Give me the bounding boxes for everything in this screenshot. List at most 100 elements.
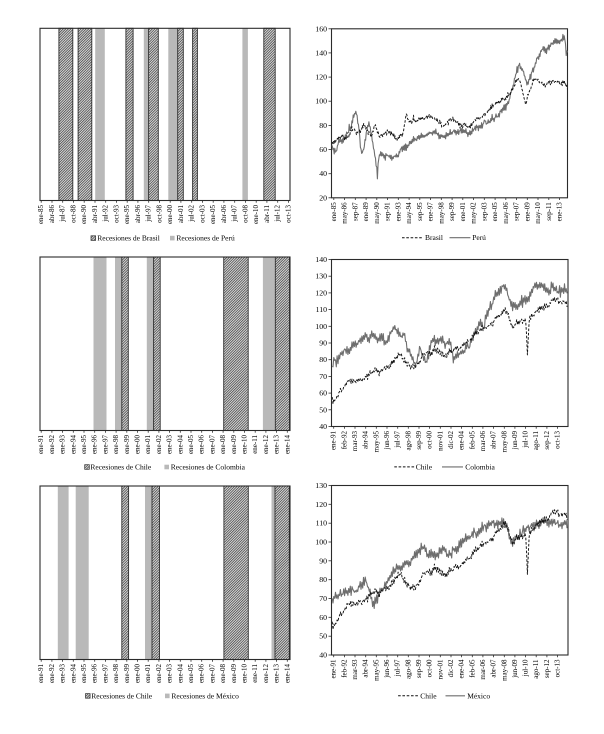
svg-text:ene-96: ene-96 bbox=[91, 435, 99, 455]
svg-text:120: 120 bbox=[315, 500, 327, 509]
svg-text:ene-85: ene-85 bbox=[330, 202, 338, 222]
svg-text:abr-94: abr-94 bbox=[362, 659, 370, 678]
svg-text:140: 140 bbox=[315, 255, 327, 264]
svg-text:jul-97: jul-97 bbox=[394, 431, 402, 449]
svg-text:may-95: may-95 bbox=[372, 431, 380, 453]
svg-text:jun-09: jun-09 bbox=[511, 431, 519, 451]
svg-text:Recesiones de Perú: Recesiones de Perú bbox=[176, 234, 235, 243]
svg-text:oct-13: oct-13 bbox=[554, 659, 562, 677]
svg-text:ene-94: ene-94 bbox=[69, 435, 77, 455]
svg-text:Recesiones de Chile: Recesiones de Chile bbox=[91, 691, 152, 700]
svg-text:ene-09: ene-09 bbox=[523, 202, 531, 222]
svg-text:feb-92: feb-92 bbox=[340, 659, 348, 678]
svg-text:abr-07: abr-07 bbox=[490, 431, 498, 450]
svg-text:dic-02: dic-02 bbox=[447, 431, 455, 449]
svg-text:120: 120 bbox=[315, 73, 327, 82]
svg-text:80: 80 bbox=[319, 575, 327, 584]
svg-text:may-08: may-08 bbox=[500, 659, 508, 681]
svg-text:ene-11: ene-11 bbox=[251, 435, 259, 454]
svg-text:ene-96: ene-96 bbox=[91, 664, 99, 684]
svg-text:jul-10: jul-10 bbox=[522, 431, 530, 449]
svg-text:ene-92: ene-92 bbox=[48, 435, 56, 455]
svg-text:oct-03: oct-03 bbox=[198, 205, 206, 223]
svg-text:may-10: may-10 bbox=[534, 202, 542, 224]
svg-text:ene-95: ene-95 bbox=[80, 435, 88, 455]
svg-text:ene-13: ene-13 bbox=[273, 435, 281, 455]
svg-text:sep-99: sep-99 bbox=[415, 659, 423, 678]
svg-text:nov-01: nov-01 bbox=[436, 659, 444, 679]
svg-text:80: 80 bbox=[319, 121, 327, 130]
svg-text:oct-00: oct-00 bbox=[426, 431, 434, 449]
svg-text:may-06: may-06 bbox=[502, 202, 510, 224]
svg-text:sep-11: sep-11 bbox=[545, 202, 553, 221]
svg-text:feb-05: feb-05 bbox=[468, 659, 476, 678]
svg-text:50: 50 bbox=[319, 632, 327, 641]
svg-text:ene-99: ene-99 bbox=[123, 664, 131, 684]
svg-text:90: 90 bbox=[319, 339, 327, 348]
svg-text:ene-04: ene-04 bbox=[458, 431, 466, 451]
svg-text:jul-87: jul-87 bbox=[59, 205, 67, 223]
svg-text:ene-02: ene-02 bbox=[155, 664, 163, 684]
svg-text:ene-05: ene-05 bbox=[491, 202, 499, 222]
svg-text:ene-02: ene-02 bbox=[155, 435, 163, 455]
svg-text:ene-91: ene-91 bbox=[330, 659, 338, 679]
svg-text:sep-99: sep-99 bbox=[415, 431, 423, 450]
svg-text:90: 90 bbox=[319, 556, 327, 565]
svg-text:ene-04: ene-04 bbox=[176, 435, 184, 455]
svg-text:ene-92: ene-92 bbox=[48, 664, 56, 684]
svg-text:ene-08: ene-08 bbox=[219, 435, 227, 455]
svg-text:may-02: may-02 bbox=[470, 202, 478, 224]
svg-text:ene-07: ene-07 bbox=[208, 664, 216, 684]
svg-text:100: 100 bbox=[315, 97, 327, 106]
svg-text:ene-11: ene-11 bbox=[251, 664, 259, 683]
svg-text:ene-98: ene-98 bbox=[112, 664, 120, 684]
svg-text:mar-93: mar-93 bbox=[351, 431, 359, 452]
svg-text:ene-09: ene-09 bbox=[230, 435, 238, 455]
svg-text:110: 110 bbox=[316, 519, 328, 528]
svg-text:Chile: Chile bbox=[420, 691, 437, 700]
svg-text:ene-03: ene-03 bbox=[166, 664, 174, 684]
svg-text:ene-89: ene-89 bbox=[362, 202, 370, 222]
svg-text:jul-10: jul-10 bbox=[522, 659, 530, 677]
svg-text:100: 100 bbox=[315, 538, 327, 547]
svg-text:may-08: may-08 bbox=[500, 431, 508, 453]
svg-text:ene-01: ene-01 bbox=[459, 202, 467, 222]
svg-text:may-95: may-95 bbox=[372, 659, 380, 681]
svg-text:jul-12: jul-12 bbox=[274, 205, 282, 223]
svg-text:Recesiones de México: Recesiones de México bbox=[171, 691, 239, 700]
svg-text:ene-07: ene-07 bbox=[208, 435, 216, 455]
svg-text:ene-01: ene-01 bbox=[144, 664, 152, 684]
svg-text:ene-05: ene-05 bbox=[187, 664, 195, 684]
svg-text:jun-96: jun-96 bbox=[383, 431, 391, 451]
svg-text:abr-01: abr-01 bbox=[177, 205, 185, 224]
svg-text:60: 60 bbox=[319, 613, 327, 622]
svg-text:130: 130 bbox=[315, 272, 327, 281]
svg-text:ene-95: ene-95 bbox=[123, 205, 131, 225]
svg-text:México: México bbox=[467, 691, 490, 700]
svg-text:jul-97: jul-97 bbox=[145, 205, 153, 223]
svg-text:ene-06: ene-06 bbox=[198, 435, 206, 455]
svg-text:ene-91: ene-91 bbox=[37, 664, 45, 684]
svg-text:may-90: may-90 bbox=[373, 202, 381, 224]
svg-text:110: 110 bbox=[316, 305, 328, 314]
svg-text:mar-93: mar-93 bbox=[351, 659, 359, 680]
svg-text:ene-08: ene-08 bbox=[219, 664, 227, 684]
svg-text:ene-93: ene-93 bbox=[394, 202, 402, 222]
svg-text:60: 60 bbox=[319, 389, 327, 398]
svg-text:50: 50 bbox=[319, 405, 327, 414]
svg-text:jun-96: jun-96 bbox=[383, 659, 391, 679]
svg-text:jul-97: jul-97 bbox=[394, 659, 402, 677]
svg-text:sep-99: sep-99 bbox=[448, 202, 456, 221]
svg-text:ene-95: ene-95 bbox=[80, 664, 88, 684]
svg-text:40: 40 bbox=[319, 169, 327, 178]
svg-text:feb-92: feb-92 bbox=[340, 431, 348, 450]
svg-text:160: 160 bbox=[315, 24, 327, 33]
svg-text:feb-05: feb-05 bbox=[468, 431, 476, 450]
svg-text:sep-95: sep-95 bbox=[416, 202, 424, 221]
svg-text:Recesiones de Colombia: Recesiones de Colombia bbox=[171, 462, 246, 471]
svg-text:dic-02: dic-02 bbox=[447, 659, 455, 677]
svg-text:ene-13: ene-13 bbox=[273, 664, 281, 684]
svg-text:abr-91: abr-91 bbox=[91, 205, 99, 224]
svg-text:ene-04: ene-04 bbox=[176, 664, 184, 684]
svg-text:jul-02: jul-02 bbox=[188, 205, 196, 223]
